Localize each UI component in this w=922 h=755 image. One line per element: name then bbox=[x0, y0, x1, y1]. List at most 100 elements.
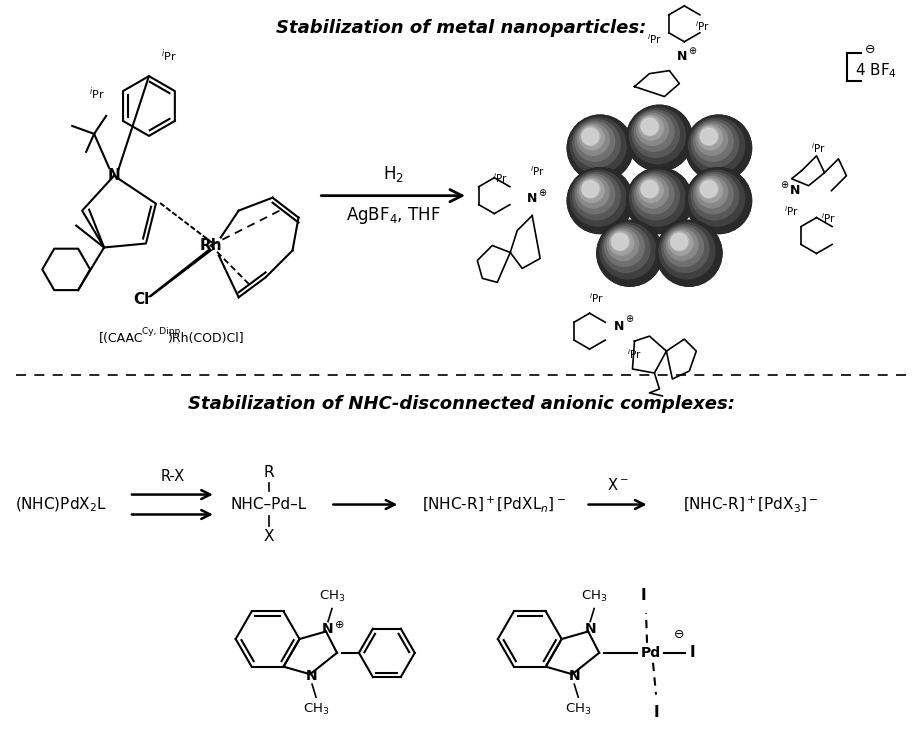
Circle shape bbox=[698, 178, 723, 202]
Text: Cy, Dipp: Cy, Dipp bbox=[142, 327, 180, 336]
Text: $^i$Pr: $^i$Pr bbox=[695, 19, 710, 32]
Text: $^i$Pr: $^i$Pr bbox=[627, 347, 642, 361]
Circle shape bbox=[701, 128, 717, 145]
Circle shape bbox=[696, 124, 727, 156]
Circle shape bbox=[689, 170, 745, 226]
Circle shape bbox=[668, 231, 693, 255]
Text: R: R bbox=[264, 465, 274, 480]
Text: $^i$Pr: $^i$Pr bbox=[89, 86, 105, 103]
Circle shape bbox=[597, 220, 663, 286]
Circle shape bbox=[602, 225, 650, 273]
Circle shape bbox=[575, 122, 615, 162]
Circle shape bbox=[634, 112, 674, 151]
Circle shape bbox=[582, 128, 598, 145]
Text: $^i$Pr: $^i$Pr bbox=[589, 291, 604, 305]
Text: I: I bbox=[640, 587, 646, 602]
Text: ⊕: ⊕ bbox=[538, 188, 546, 198]
Circle shape bbox=[567, 168, 633, 233]
Text: Stabilization of metal nanoparticles:: Stabilization of metal nanoparticles: bbox=[276, 20, 646, 37]
Text: $^i$Pr: $^i$Pr bbox=[821, 211, 836, 224]
Circle shape bbox=[580, 178, 604, 202]
Circle shape bbox=[575, 174, 615, 214]
Circle shape bbox=[639, 178, 663, 202]
Text: Pd: Pd bbox=[641, 646, 661, 660]
Text: $^i$Pr: $^i$Pr bbox=[492, 171, 508, 185]
Text: N: N bbox=[614, 319, 625, 333]
Circle shape bbox=[692, 120, 739, 167]
Text: N: N bbox=[322, 622, 334, 636]
Circle shape bbox=[639, 116, 663, 140]
Text: $^i$Pr: $^i$Pr bbox=[647, 32, 662, 46]
Circle shape bbox=[608, 229, 639, 260]
Circle shape bbox=[582, 180, 600, 198]
Text: X: X bbox=[264, 529, 274, 544]
Text: N: N bbox=[527, 193, 538, 205]
Circle shape bbox=[637, 177, 668, 208]
Text: I: I bbox=[653, 705, 659, 720]
Circle shape bbox=[630, 170, 685, 226]
Circle shape bbox=[689, 118, 745, 174]
Circle shape bbox=[567, 168, 633, 233]
Text: CH$_3$: CH$_3$ bbox=[581, 589, 608, 604]
Text: CH$_3$: CH$_3$ bbox=[565, 701, 592, 716]
Circle shape bbox=[577, 177, 609, 208]
Circle shape bbox=[693, 122, 733, 162]
Circle shape bbox=[686, 168, 751, 233]
Text: H$_2$: H$_2$ bbox=[383, 164, 404, 183]
Text: [NHC-R]$^+$[PdXL$_n$]$^-$: [NHC-R]$^+$[PdXL$_n$]$^-$ bbox=[422, 495, 566, 514]
Text: ⊕: ⊕ bbox=[625, 314, 633, 324]
Circle shape bbox=[605, 227, 644, 267]
Text: N: N bbox=[677, 50, 688, 63]
Circle shape bbox=[627, 168, 692, 233]
Text: (NHC)PdX$_2$L: (NHC)PdX$_2$L bbox=[15, 495, 107, 513]
Circle shape bbox=[567, 116, 633, 181]
Circle shape bbox=[570, 170, 626, 226]
Circle shape bbox=[582, 181, 598, 197]
Text: $^i$Pr: $^i$Pr bbox=[161, 48, 177, 64]
Circle shape bbox=[630, 108, 685, 164]
Circle shape bbox=[670, 233, 689, 251]
Circle shape bbox=[627, 105, 692, 171]
Circle shape bbox=[632, 110, 680, 157]
Circle shape bbox=[700, 180, 718, 198]
Circle shape bbox=[664, 227, 703, 267]
Text: CH$_3$: CH$_3$ bbox=[319, 589, 345, 604]
Text: CH$_3$: CH$_3$ bbox=[302, 701, 329, 716]
Text: ⊕: ⊕ bbox=[781, 180, 788, 190]
Circle shape bbox=[577, 124, 609, 156]
Circle shape bbox=[582, 127, 600, 146]
Text: Stabilization of NHC-disconnected anionic complexes:: Stabilization of NHC-disconnected anioni… bbox=[187, 395, 735, 413]
Text: [(CAAC: [(CAAC bbox=[99, 331, 143, 344]
Text: $^i$Pr: $^i$Pr bbox=[811, 141, 826, 155]
Circle shape bbox=[611, 233, 628, 250]
Text: X$^-$: X$^-$ bbox=[607, 476, 629, 492]
Text: )Rh(COD)Cl]: )Rh(COD)Cl] bbox=[169, 331, 245, 344]
Polygon shape bbox=[147, 249, 214, 297]
Circle shape bbox=[609, 231, 633, 255]
Text: $^i$Pr: $^i$Pr bbox=[784, 204, 799, 217]
Circle shape bbox=[611, 233, 630, 251]
Circle shape bbox=[667, 229, 698, 260]
Text: N: N bbox=[306, 669, 318, 683]
Text: ⊕: ⊕ bbox=[336, 621, 345, 630]
Circle shape bbox=[580, 125, 604, 149]
Circle shape bbox=[641, 180, 659, 198]
Circle shape bbox=[642, 119, 657, 135]
Text: $^i$Pr: $^i$Pr bbox=[529, 164, 545, 177]
Circle shape bbox=[637, 114, 668, 146]
Circle shape bbox=[656, 220, 722, 286]
Text: N: N bbox=[108, 168, 121, 183]
Circle shape bbox=[696, 177, 727, 208]
Circle shape bbox=[701, 181, 717, 197]
Circle shape bbox=[686, 116, 751, 181]
Text: N: N bbox=[789, 184, 799, 197]
Circle shape bbox=[573, 120, 621, 167]
Text: N: N bbox=[585, 622, 596, 636]
Text: ⊕: ⊕ bbox=[688, 46, 696, 56]
Text: N: N bbox=[569, 669, 580, 683]
Text: Cl: Cl bbox=[133, 291, 149, 307]
Circle shape bbox=[698, 125, 723, 149]
Circle shape bbox=[693, 174, 733, 214]
Circle shape bbox=[692, 172, 739, 220]
Circle shape bbox=[686, 168, 751, 233]
